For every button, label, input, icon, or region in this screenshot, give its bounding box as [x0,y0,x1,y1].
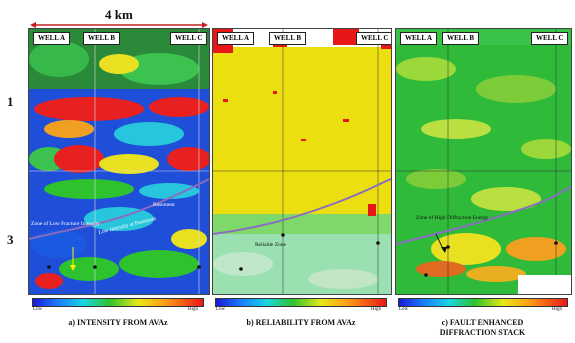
panel-diffraction: Zone of High Diffraction Energy WELL A W… [395,28,572,295]
reliability-map: Reliable Zone [213,29,391,294]
well-label-a: WELL A [217,32,255,45]
row-label-3: 3 [7,232,14,247]
annotation-basement: Basement [153,202,175,208]
row-label-1: 1 [7,94,14,109]
well-label-b: WELL B [269,32,307,45]
annotation-low-fracture: Zone of Low Fracture Intensity [31,220,100,227]
colorbar-high-label: High [552,307,562,312]
well-label-c: WELL C [531,32,569,45]
colorbar-diffraction [398,298,568,307]
colorbar-low-label: Low [399,307,409,312]
caption-diffraction: c) FAULT ENHANCED DIFFRACTION STACK [439,318,526,337]
colorbar-reliability [215,298,387,307]
annotation-high-diffraction: Zone of High Diffraction Energy [416,214,489,221]
well-label-c: WELL C [356,32,391,45]
colorbar-intensity [32,298,204,307]
caption-intensity: a) INTENSITY FROM AVAz [68,318,168,327]
scale-bar [30,22,208,28]
intensity-map: Zone of Low Fracture Intensity Low Inten… [29,29,209,294]
well-label-b: WELL B [83,32,121,45]
scale-label: 4 km [105,7,133,22]
well-label-a: WELL A [33,32,71,45]
panel-intensity: Zone of Low Fracture Intensity Low Inten… [28,28,210,295]
well-label-a: WELL A [400,32,438,45]
colorbar-low-label: Low [33,307,43,312]
well-label-c: WELL C [170,32,208,45]
annotation-reliable-zone: Reliable Zone [255,242,287,248]
colorbar-high-label: High [371,307,381,312]
panel-reliability: Reliable Zone WELL A WELL B WELL C [212,28,392,295]
well-label-b: WELL B [442,32,480,45]
colorbar-low-label: Low [216,307,226,312]
diffraction-map: Zone of High Diffraction Energy [396,29,571,294]
caption-reliability: b) RELIABILITY FROM AVAz [246,318,356,327]
colorbar-high-label: High [188,307,198,312]
